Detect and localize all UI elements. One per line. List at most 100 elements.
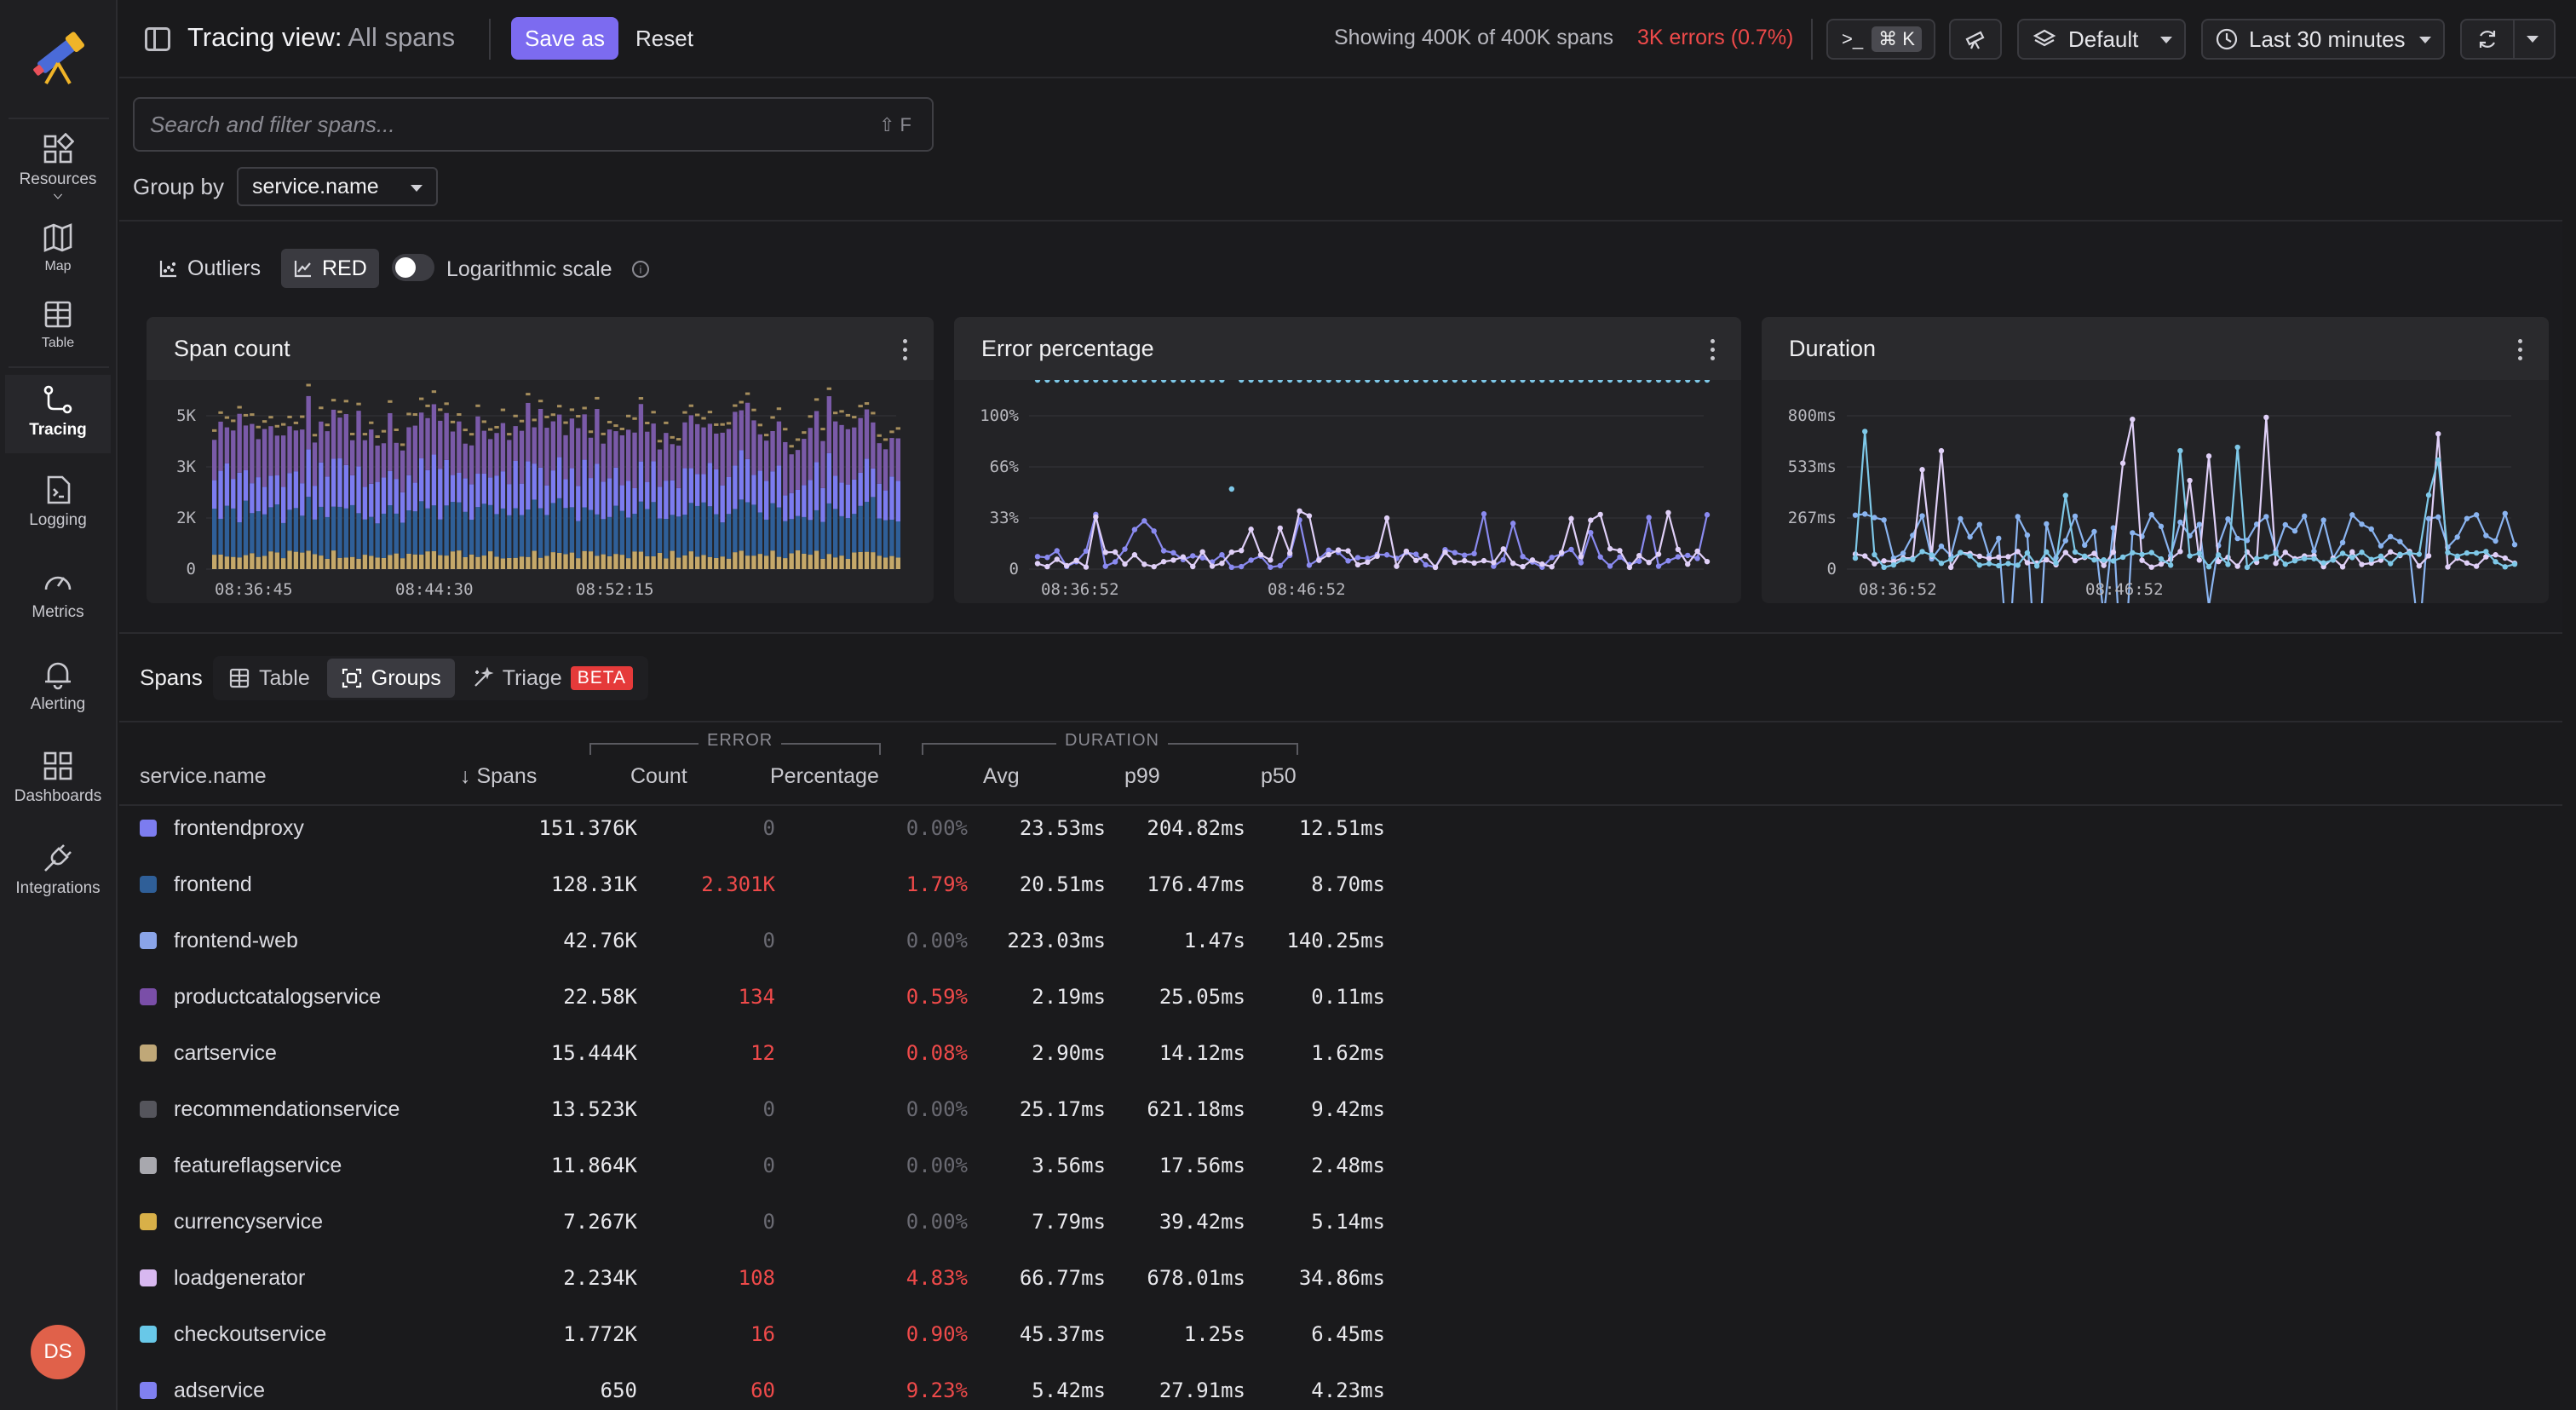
data-point	[1491, 380, 1497, 383]
sidebar-item-label: Integrations	[15, 879, 101, 897]
service-name[interactable]: productcatalogservice	[174, 985, 382, 1009]
column-header-avg[interactable]: Avg	[983, 764, 1020, 788]
more-vertical-icon[interactable]	[1711, 339, 1716, 361]
group-by-select[interactable]: service.name	[237, 167, 438, 206]
column-header-count[interactable]: Count	[630, 764, 687, 788]
data-point	[1704, 512, 1711, 518]
sidebar-item-dashboards[interactable]: Dashboards	[5, 750, 111, 806]
sidebar-toggle-icon[interactable]	[145, 27, 170, 51]
table-row[interactable]: adservice 650 60 9.23% 5.42ms 27.91ms 4.23ms	[119, 1363, 1385, 1410]
data-point	[2110, 558, 2117, 564]
service-name[interactable]: frontend-web	[174, 929, 298, 952]
bar-segment	[362, 486, 368, 520]
table-row[interactable]: recommendationservice 13.523K 0 0.00% 25.17m…	[119, 1082, 1385, 1138]
bar-cap	[795, 438, 801, 441]
sidebar-item-tracing[interactable]: Tracing	[5, 375, 111, 453]
layer-select[interactable]: Default	[2017, 19, 2186, 60]
layer-select-value: Default	[2068, 26, 2139, 52]
sidebar-item-metrics[interactable]: Metrics	[5, 566, 111, 622]
table-row[interactable]: frontendproxy 151.376K 0 0.00% 23.53ms 204.82…	[119, 801, 1385, 857]
refresh-icon[interactable]	[2475, 27, 2499, 51]
tab-groups[interactable]: Groups	[326, 659, 455, 698]
data-point	[1170, 557, 1176, 563]
data-point	[2196, 521, 2203, 527]
search-input[interactable]	[150, 107, 848, 141]
column-header-p99[interactable]: p99	[1124, 764, 1160, 788]
sidebar-item-alerting[interactable]: Alerting	[5, 658, 111, 714]
service-name[interactable]: adservice	[174, 1378, 265, 1402]
sidebar-item-logging[interactable]: Logging	[5, 474, 111, 530]
service-name[interactable]: currencyservice	[174, 1210, 324, 1234]
save-as-button[interactable]: Save as	[511, 17, 618, 60]
telescope-button[interactable]	[1949, 19, 2002, 60]
data-point	[2378, 543, 2384, 549]
table-row[interactable]: cartservice 15.444K 12 0.08% 2.90ms 14.12ms 1.…	[119, 1026, 1385, 1082]
service-name[interactable]: frontend	[174, 872, 252, 896]
table-row[interactable]: productcatalogservice 22.58K 134 0.59% 2.19m…	[119, 970, 1385, 1026]
span-count-plot[interactable]: 5K 3K 2K 0 08:36:45 08:44:30 08:52:15	[147, 380, 934, 603]
avg-duration-cell: 2.19ms	[1032, 985, 1106, 1009]
service-name[interactable]: frontendproxy	[174, 816, 304, 840]
info-icon[interactable]: i	[632, 261, 649, 278]
service-name[interactable]: checkoutservice	[174, 1322, 327, 1346]
bar-segment	[481, 555, 486, 569]
caret-down-icon	[2160, 37, 2172, 43]
data-point	[1491, 560, 1497, 566]
error-percentage-plot[interactable]: 100% 66% 33% 0 08:36:52 08:46:52	[954, 380, 1741, 603]
table-row[interactable]: frontend-web 42.76K 0 0.00% 223.03ms 1.47s 140…	[119, 913, 1385, 970]
table-row[interactable]: currencyservice 7.267K 0 0.00% 7.79ms 39.42ms…	[119, 1194, 1385, 1251]
avg-duration-cell: 23.53ms	[1019, 816, 1106, 840]
service-name[interactable]: cartservice	[174, 1041, 277, 1065]
data-point	[2234, 535, 2240, 542]
sidebar-item-table[interactable]: Table	[5, 298, 111, 351]
sidebar-item-integrations[interactable]: Integrations	[5, 842, 111, 898]
bar-segment	[726, 429, 732, 477]
error-summary[interactable]: 3K errors (0.7%)	[1637, 26, 1794, 49]
bar-segment	[858, 472, 863, 506]
service-name[interactable]: loadgenerator	[174, 1266, 306, 1290]
tab-triage[interactable]: Triage BETA	[458, 659, 647, 698]
duration-plot[interactable]: 800ms 533ms 267ms 0 08:36:52 08:46:52	[1762, 380, 2549, 603]
table-row[interactable]: loadgenerator 2.234K 108 4.83% 66.77ms 678.01…	[119, 1251, 1385, 1307]
data-point	[1588, 529, 1594, 536]
more-vertical-icon[interactable]	[2518, 339, 2523, 361]
tracing-icon	[43, 385, 72, 414]
sidebar-item-resources[interactable]: Resources	[5, 133, 111, 203]
bar-segment	[820, 440, 825, 488]
service-name[interactable]: featureflagservice	[174, 1154, 342, 1177]
bar-segment	[895, 557, 900, 569]
bar-cap	[388, 400, 393, 403]
red-toggle[interactable]: RED	[281, 249, 379, 288]
time-range-select[interactable]: Last 30 minutes	[2201, 19, 2445, 60]
table-row[interactable]: featureflagservice 11.864K 0 0.00% 3.56ms 17.…	[119, 1138, 1385, 1194]
column-header-percentage[interactable]: Percentage	[770, 764, 879, 788]
column-header-p50[interactable]: p50	[1261, 764, 1297, 788]
command-palette-button[interactable]: >_ ⌘ K	[1826, 19, 1935, 60]
telescope-logo-icon[interactable]	[26, 24, 92, 85]
caret-down-icon[interactable]	[2527, 36, 2539, 43]
data-point	[1180, 380, 1187, 383]
table-row[interactable]: checkoutservice 1.772K 16 0.90% 45.37ms 1.25s…	[119, 1307, 1385, 1363]
table-row[interactable]: frontend 128.31K 2.301K 1.79% 20.51ms 176.47m…	[119, 857, 1385, 913]
more-vertical-icon[interactable]	[903, 339, 908, 361]
search-bar[interactable]: ⇧ F	[133, 97, 934, 152]
reset-button[interactable]: Reset	[635, 25, 693, 51]
sidebar-item-map[interactable]: Map	[5, 222, 111, 274]
data-point	[2349, 555, 2355, 561]
log-scale-switch[interactable]	[392, 254, 434, 281]
data-point	[2101, 562, 2107, 568]
bar-segment	[519, 483, 525, 515]
column-header-service[interactable]: service.name	[140, 764, 267, 788]
error-group-label: ERROR	[699, 731, 782, 751]
x-tick-label: 08:36:52	[1041, 580, 1119, 599]
service-name[interactable]: recommendationservice	[174, 1097, 400, 1121]
avatar[interactable]: DS	[31, 1325, 85, 1379]
column-header-spans[interactable]: ↓ Spans	[460, 764, 537, 789]
refresh-button-group[interactable]	[2460, 19, 2556, 60]
data-point	[1325, 547, 1331, 554]
tab-table[interactable]: Table	[215, 659, 324, 698]
bar-segment	[475, 474, 480, 508]
data-point	[1365, 555, 1371, 561]
outliers-toggle[interactable]: Outliers	[147, 249, 273, 288]
bar-segment	[626, 517, 631, 559]
